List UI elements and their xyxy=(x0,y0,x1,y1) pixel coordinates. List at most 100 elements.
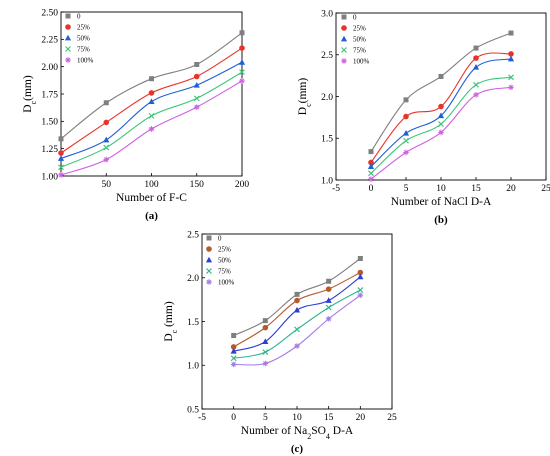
data-point-series-4 xyxy=(357,292,364,299)
data-point-series-0 xyxy=(473,45,479,51)
y-tick-label: 1.0 xyxy=(187,362,199,372)
legend-label-series-4: 100% xyxy=(353,58,370,66)
data-point-series-4 xyxy=(473,92,479,98)
data-point-series-4 xyxy=(193,104,200,110)
data-point-series-0 xyxy=(58,136,64,142)
legend-marker-series-3 xyxy=(341,47,347,53)
legend-marker-series-2 xyxy=(205,256,213,263)
x-axis-label: Number of Na2SO4 D-A xyxy=(241,425,354,441)
data-point-series-2 xyxy=(437,112,445,119)
x-tick-label: 50 xyxy=(102,180,112,190)
data-point-series-2 xyxy=(238,58,246,65)
y-tick-label: 1.5 xyxy=(321,135,333,145)
x-axis-label: Number of F-C xyxy=(116,192,187,204)
y-axis-label-unit: (mm) xyxy=(22,75,34,101)
data-point-series-0 xyxy=(508,30,514,36)
y-tick-label: 1.75 xyxy=(41,90,58,100)
data-point-series-1 xyxy=(262,324,269,331)
data-point-series-1 xyxy=(103,119,110,126)
x-tick-label: 0 xyxy=(369,184,374,194)
data-point-series-2 xyxy=(507,55,515,62)
y-axis-label-main: D xyxy=(163,333,175,341)
data-point-series-3 xyxy=(357,287,364,293)
data-point-series-2 xyxy=(148,98,155,105)
legend-label-series-3: 75% xyxy=(353,47,366,55)
legend-marker-series-3 xyxy=(65,46,71,52)
panel-label: (c) xyxy=(291,443,304,455)
x-tick-label: 5 xyxy=(404,184,409,194)
data-point-series-3 xyxy=(368,170,374,177)
data-point-series-4 xyxy=(148,126,155,132)
data-point-series-2 xyxy=(367,163,375,170)
legend-label-series-3: 75% xyxy=(77,46,90,54)
x-axis-label: Number of NaCl D-A xyxy=(391,196,492,208)
data-point-series-0 xyxy=(294,291,300,297)
data-point-series-4 xyxy=(103,156,110,163)
data-point-series-2 xyxy=(357,273,364,280)
y-tick-label: 1.25 xyxy=(41,145,58,155)
data-point-series-3 xyxy=(438,121,444,127)
legend-label-series-2: 50% xyxy=(353,36,366,44)
legend-marker-series-1 xyxy=(206,246,212,252)
y-tick-label: 2.25 xyxy=(41,36,58,46)
x-tick-label: 150 xyxy=(190,180,205,190)
legend-label-series-2: 50% xyxy=(218,257,231,265)
data-point-series-3 xyxy=(473,81,479,88)
legend-label-series-4: 100% xyxy=(77,57,94,65)
data-point-series-3 xyxy=(294,326,300,333)
y-tick-label: 2.00 xyxy=(41,63,58,73)
data-point-series-3 xyxy=(262,349,269,356)
legend-label-series-1: 25% xyxy=(353,25,366,33)
x-tick-label: 15 xyxy=(324,413,334,423)
y-tick-label: 0.5 xyxy=(187,405,199,415)
legend-label-series-0: 0 xyxy=(218,235,222,243)
legend-marker-series-4 xyxy=(206,279,212,285)
x-tick-label: 5 xyxy=(263,413,268,423)
x-tick-label: 25 xyxy=(387,413,397,423)
y-axis-label-subscript: c xyxy=(170,329,179,333)
x-tick-label: 200 xyxy=(235,180,250,190)
data-point-series-0 xyxy=(326,278,332,284)
legend-marker-series-2 xyxy=(340,35,348,42)
legend-marker-series-4 xyxy=(65,57,71,63)
legend-marker-series-3 xyxy=(206,268,212,274)
data-point-series-0 xyxy=(103,100,109,106)
data-point-series-3 xyxy=(58,164,64,171)
data-point-series-4 xyxy=(325,316,332,322)
data-point-series-4 xyxy=(239,78,245,84)
y-tick-label: 2.5 xyxy=(321,51,333,61)
legend-label-series-3: 75% xyxy=(218,268,231,276)
y-tick-label: 2.0 xyxy=(187,274,199,284)
y-axis-label-main: D xyxy=(22,104,34,112)
y-axis-label: Dc (mm) xyxy=(163,301,179,341)
data-point-series-4 xyxy=(368,176,374,182)
data-point-series-4 xyxy=(508,84,514,91)
y-axis-label: Dc(mm) xyxy=(22,75,38,113)
y-tick-label: 3.0 xyxy=(321,9,333,19)
data-point-series-1 xyxy=(294,297,300,304)
data-point-series-4 xyxy=(262,360,269,367)
legend-label-series-2: 50% xyxy=(77,35,90,43)
panel-label: (b) xyxy=(434,214,448,226)
data-point-series-4 xyxy=(438,129,444,136)
data-point-series-1 xyxy=(230,344,237,350)
data-point-series-2 xyxy=(293,306,301,313)
y-tick-label: 1.50 xyxy=(41,118,58,128)
data-point-series-4 xyxy=(403,149,409,156)
legend-label-series-0: 0 xyxy=(77,13,81,21)
data-point-series-2 xyxy=(103,136,110,143)
y-tick-label: 2.5 xyxy=(187,230,199,240)
legend-marker-series-2 xyxy=(64,34,72,41)
legend-marker-series-4 xyxy=(341,58,347,64)
x-axis-label-subscript: 4 xyxy=(326,432,330,441)
y-tick-label: 2.50 xyxy=(41,8,58,18)
y-tick-label: 1.0 xyxy=(321,176,333,186)
data-point-series-3 xyxy=(103,144,110,151)
data-point-series-3 xyxy=(508,74,514,81)
x-axis-label-part: Number of Na xyxy=(241,425,307,437)
y-axis-label-subscript: c xyxy=(29,100,38,104)
legend-marker-series-0 xyxy=(206,235,212,241)
data-point-series-0 xyxy=(403,97,409,103)
